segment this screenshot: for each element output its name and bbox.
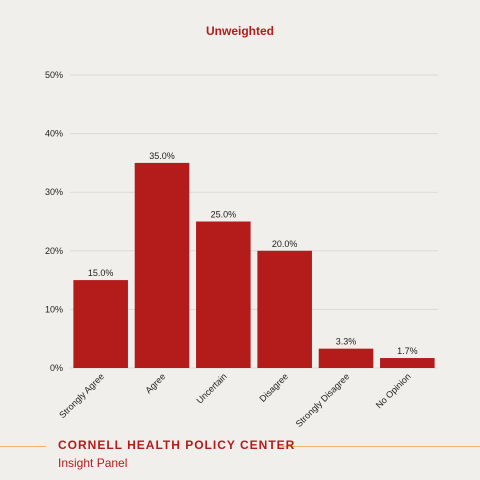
bar	[257, 250, 312, 368]
bar	[380, 358, 435, 368]
x-tick-label: Uncertain	[194, 371, 228, 405]
x-tick-label: Strongly Disagree	[294, 371, 352, 429]
footer-rule-left	[0, 446, 46, 447]
bar-chart: Unweighted 0% 10% 20% 30% 40% 50% 15.0% 35.0% 2…	[45, 24, 438, 429]
bar	[196, 221, 251, 368]
x-tick-label: Agree	[143, 371, 167, 395]
x-axis-tick-labels: Strongly Agree Agree Uncertain Disagree Stro…	[57, 371, 412, 429]
y-tick-label: 10%	[45, 304, 63, 314]
value-label: 1.7%	[397, 346, 418, 356]
chart-title: Unweighted	[206, 24, 274, 38]
footer-rule-right	[282, 446, 480, 447]
grid	[70, 74, 438, 369]
y-tick-label: 40%	[45, 129, 63, 139]
x-tick-label: Strongly Agree	[57, 371, 106, 420]
bars	[73, 162, 435, 368]
y-axis-tick-labels: 0% 10% 20% 30% 40% 50%	[45, 70, 63, 373]
value-labels: 15.0% 35.0% 25.0% 20.0% 3.3% 1.7%	[88, 151, 418, 356]
y-tick-label: 30%	[45, 187, 63, 197]
x-tick-label: No Opinion	[374, 371, 413, 410]
value-label: 3.3%	[336, 337, 357, 347]
x-tick-label: Disagree	[258, 371, 291, 404]
bar	[134, 162, 190, 368]
y-tick-label: 0%	[50, 363, 63, 373]
footer-organization: CORNELL HEALTH POLICY CENTER	[58, 438, 296, 452]
y-tick-label: 50%	[45, 70, 63, 80]
bar	[73, 280, 128, 368]
value-label: 35.0%	[149, 151, 175, 161]
bar	[318, 348, 374, 368]
value-label: 15.0%	[88, 268, 114, 278]
value-label: 20.0%	[272, 239, 298, 249]
y-tick-label: 20%	[45, 246, 63, 256]
value-label: 25.0%	[211, 210, 237, 220]
footer-subtitle: Insight Panel	[58, 456, 128, 470]
